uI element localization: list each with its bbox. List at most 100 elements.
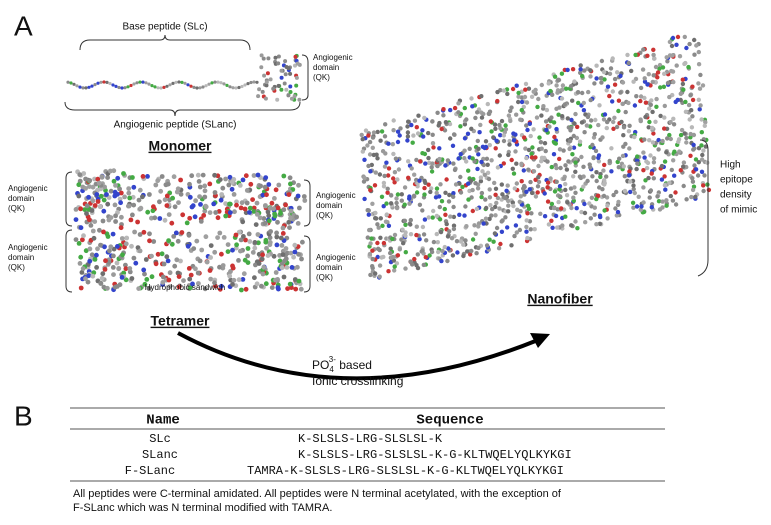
atom <box>391 176 396 181</box>
atom <box>143 257 149 262</box>
atom <box>119 236 125 241</box>
atom <box>579 120 585 125</box>
atom <box>501 161 506 166</box>
atom <box>294 75 299 80</box>
atom <box>654 104 659 110</box>
atom <box>701 183 706 188</box>
atom <box>392 268 397 273</box>
atom <box>126 190 132 196</box>
atom <box>431 208 436 214</box>
atom <box>534 115 540 120</box>
atom <box>286 192 292 198</box>
atom <box>631 186 636 192</box>
atom <box>668 119 673 125</box>
atom <box>260 192 266 198</box>
atom <box>94 265 99 270</box>
atom <box>614 213 619 218</box>
atom <box>116 266 122 272</box>
atom <box>130 212 135 218</box>
atom <box>426 130 431 136</box>
atom <box>236 229 242 235</box>
atom <box>580 90 585 96</box>
atom <box>82 207 88 213</box>
atom <box>233 232 239 238</box>
atom <box>86 273 92 279</box>
atom <box>475 110 480 115</box>
atom <box>681 164 686 169</box>
atom <box>162 85 166 89</box>
atom <box>453 182 459 187</box>
atom <box>466 168 471 173</box>
atom <box>362 196 367 202</box>
atom <box>397 133 402 138</box>
atom <box>219 81 223 85</box>
atom <box>400 227 405 232</box>
atom <box>255 80 259 84</box>
atom <box>178 191 184 197</box>
atom <box>260 252 265 258</box>
atom <box>247 239 253 244</box>
atom <box>700 83 706 88</box>
domain-label: Angiogenic <box>316 191 356 200</box>
atom <box>594 76 599 81</box>
atom <box>370 264 375 269</box>
atom <box>262 73 267 78</box>
atom <box>542 191 547 196</box>
atom <box>297 205 302 211</box>
atom <box>133 260 139 266</box>
atom <box>651 131 656 136</box>
atom <box>616 165 621 170</box>
atom <box>611 119 616 125</box>
atom <box>568 186 574 191</box>
atom <box>648 102 653 108</box>
atom <box>75 84 79 88</box>
domain-label: domain <box>316 263 342 272</box>
atom <box>689 108 694 113</box>
atom <box>478 122 483 128</box>
atom <box>487 216 492 222</box>
atom <box>588 216 593 221</box>
atom <box>588 97 593 103</box>
atom <box>197 184 203 190</box>
atom <box>169 241 175 247</box>
atom <box>473 115 478 121</box>
atom <box>681 160 687 165</box>
atom <box>136 197 142 203</box>
atom <box>602 162 607 168</box>
atom <box>252 245 258 251</box>
atom <box>164 193 170 199</box>
atom <box>591 135 597 140</box>
atom <box>365 143 370 148</box>
atom <box>286 66 291 71</box>
atom <box>119 214 124 220</box>
atom <box>496 246 502 251</box>
atom <box>509 243 514 248</box>
atom <box>264 245 269 251</box>
atom <box>521 168 526 173</box>
atom <box>523 87 528 92</box>
atom <box>207 268 213 273</box>
atom <box>275 277 280 282</box>
atom <box>447 229 452 234</box>
atom <box>78 254 84 260</box>
atom <box>254 212 260 217</box>
atom <box>403 222 408 227</box>
atom <box>614 124 620 130</box>
atom <box>272 196 277 201</box>
atom <box>476 224 481 229</box>
atom <box>168 83 172 87</box>
atom <box>208 255 214 260</box>
atom <box>250 197 256 203</box>
atom <box>530 145 535 150</box>
atom <box>575 124 580 130</box>
atom <box>123 266 129 272</box>
atom <box>649 205 654 210</box>
atom <box>405 130 411 135</box>
atom <box>402 185 408 190</box>
atom <box>437 194 442 199</box>
atom <box>287 281 293 287</box>
atom <box>509 105 514 110</box>
atom <box>392 170 398 175</box>
atom <box>111 272 116 277</box>
atom <box>556 112 561 117</box>
